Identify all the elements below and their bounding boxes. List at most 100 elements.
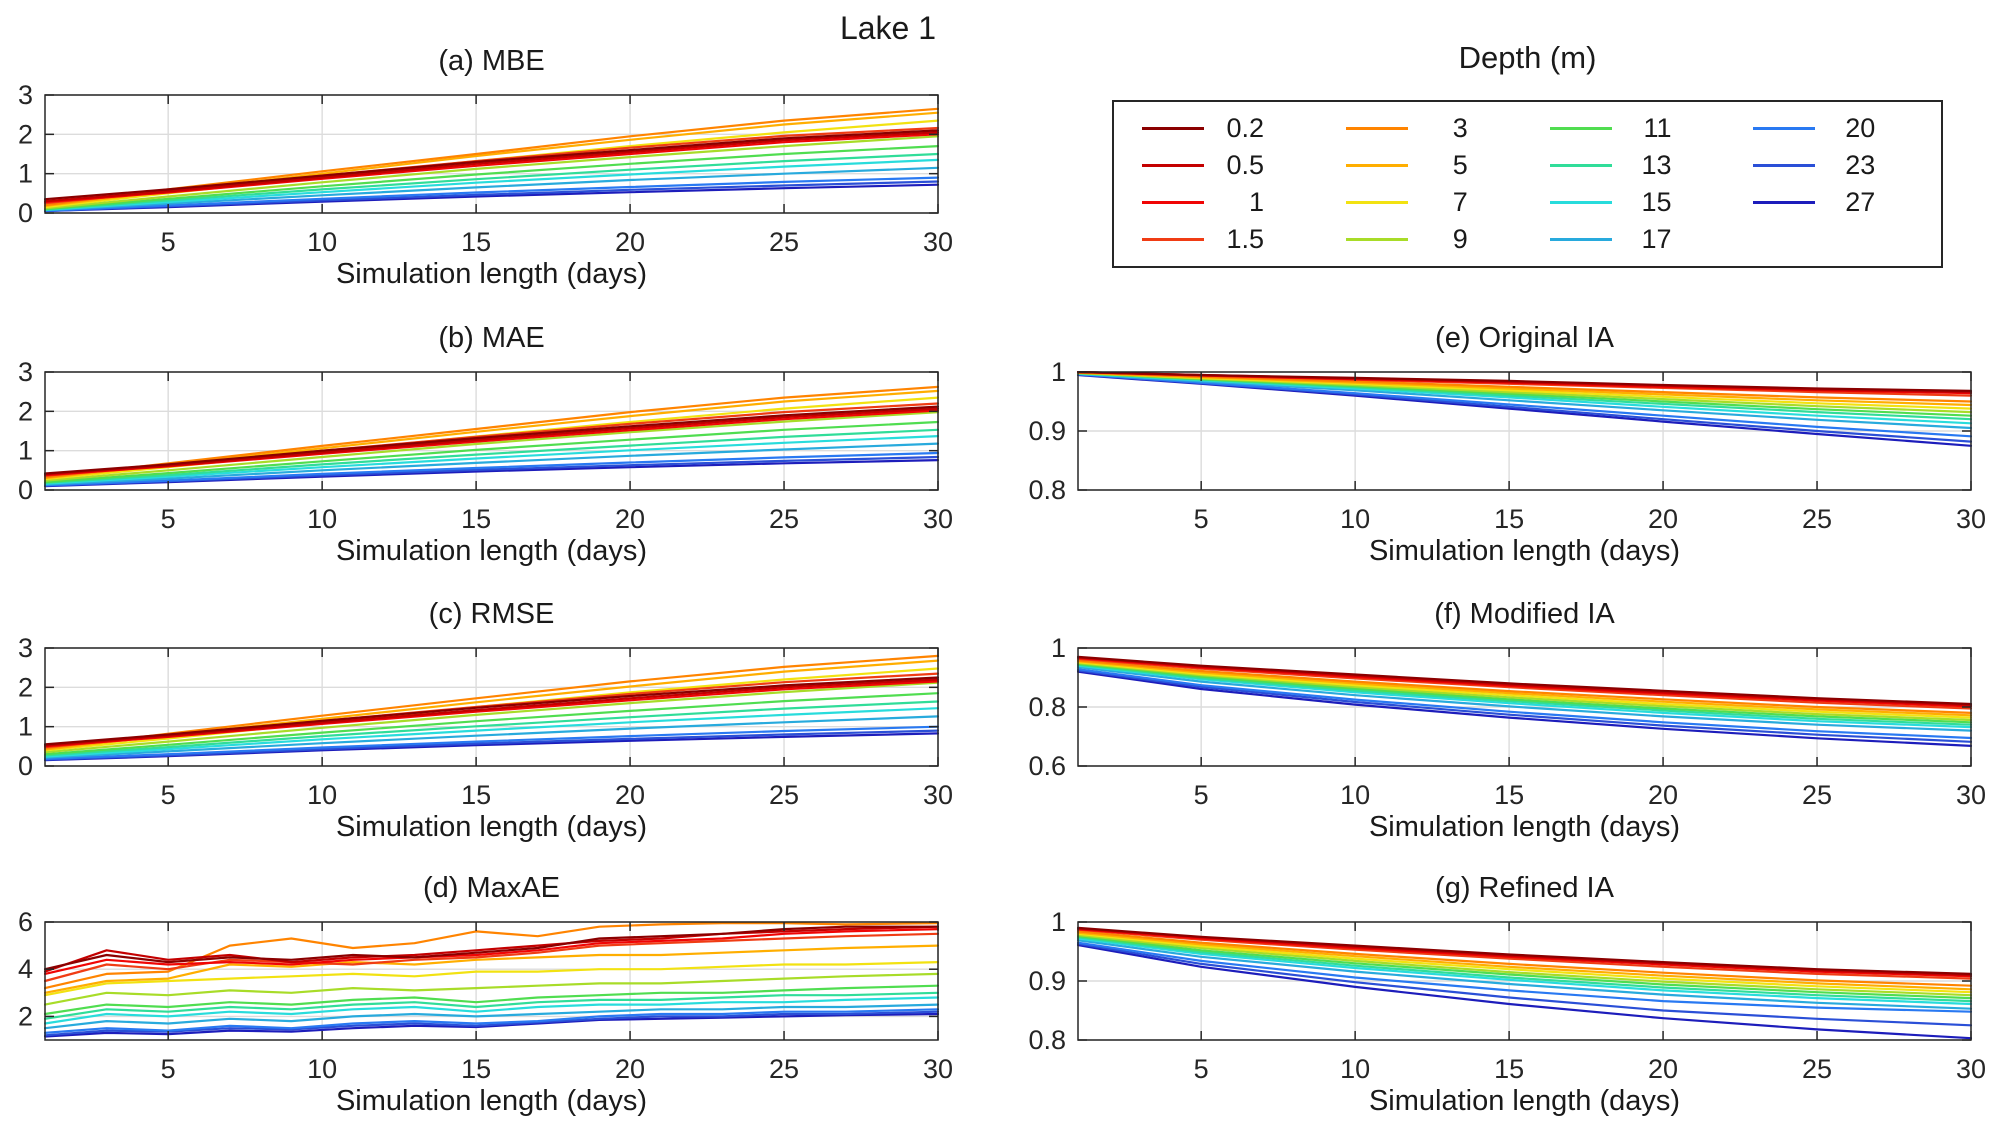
chart-f-xlabel: Simulation length (days) (1368, 811, 1681, 843)
series-line-depth-15 (44, 996, 939, 1025)
legend-entry-17: 17 (1528, 221, 1732, 258)
y-tick-label: 0.8 (1028, 692, 1066, 722)
series-line-depth-17 (44, 1003, 939, 1030)
series-line-depth-27 (1077, 943, 1972, 1040)
legend-entry-label: 7 (1452, 187, 1468, 217)
legend-entry-label: 17 (1641, 224, 1672, 254)
legend-box: 0.2 0.5 1 1.5 3 5 7 9 11 13 15 17 20 23 27 (1112, 100, 1943, 268)
legend-entry-0.5: 0.5 (1120, 147, 1324, 184)
chart-e-canvas: 5 10 15 20 25 30 0.8 0.9 1 (1028, 362, 1986, 534)
series-line-depth-23 (44, 729, 939, 761)
series-line-depth-17 (1077, 939, 1972, 1010)
chart-d-canvas: 5 10 15 20 25 30 2 4 6 (18, 912, 953, 1084)
legend-entry-0.2: 0.2 (1120, 110, 1324, 147)
legend-entry-1.5: 1.5 (1120, 221, 1324, 258)
legend-entry-5: 5 (1324, 147, 1528, 184)
x-tick-label: 5 (161, 780, 176, 810)
series-line-depth-0.2 (44, 129, 939, 201)
series-line-depth-0.5 (44, 678, 939, 747)
series-group (44, 654, 939, 762)
series-line-depth-11 (44, 692, 939, 756)
series-line-depth-0.5 (44, 925, 939, 973)
legend-entry-27: 27 (1731, 184, 1935, 221)
series-line-depth-1.5 (1077, 928, 1972, 980)
x-tick-label: 15 (1494, 504, 1524, 534)
y-tick-label: 1 (18, 159, 33, 189)
series-line-depth-13 (1077, 663, 1972, 726)
legend-entry-label: 23 (1845, 150, 1876, 180)
axes-box (44, 371, 939, 491)
legend-entry-label: 27 (1845, 187, 1876, 217)
x-tick-label: 15 (461, 780, 491, 810)
x-tick-label: 20 (1648, 780, 1678, 810)
x-tick-label: 30 (1956, 1054, 1986, 1084)
y-tick-label: 2 (18, 672, 33, 702)
x-tick-label: 20 (615, 1054, 645, 1084)
y-tick-label: 2 (18, 396, 33, 426)
series-line-depth-11 (1077, 662, 1972, 724)
legend-line-sample-icon (1753, 164, 1816, 167)
chart-c-canvas: 5 10 15 20 25 30 0 1 2 3 (18, 638, 953, 810)
series-line-depth-15 (44, 707, 939, 758)
y-tick-label: 3 (18, 362, 33, 387)
y-tick-label: 3 (18, 85, 33, 110)
x-tick-label: 20 (615, 227, 645, 257)
series-line-depth-13 (44, 428, 939, 485)
legend-entry-label: 0.2 (1226, 113, 1264, 143)
chart-e-original-ia: (e) Original IA 5 10 15 20 25 30 0.8 0.9 1 Simul… (1008, 322, 1991, 572)
series-line-depth-23 (44, 1010, 939, 1037)
chart-d-title: (d) MaxAE (423, 872, 560, 904)
legend-line-sample-icon (1345, 201, 1408, 204)
legend-entry-9: 9 (1324, 221, 1528, 258)
series-line-depth-15 (1077, 937, 1972, 1006)
chart-f-title: (f) Modified IA (1434, 598, 1615, 630)
y-tick-label: 0.9 (1028, 966, 1066, 996)
series-group (1077, 655, 1972, 748)
series-line-depth-1 (44, 680, 939, 748)
series-line-depth-7 (1077, 932, 1972, 994)
y-tick-label: 1 (1051, 362, 1066, 387)
legend-entry-3: 3 (1324, 110, 1528, 147)
y-tick-label: 1 (1051, 912, 1066, 937)
series-line-depth-7 (44, 960, 939, 997)
series-line-depth-15 (44, 158, 939, 212)
x-tick-label: 25 (769, 1054, 799, 1084)
series-line-depth-13 (44, 991, 939, 1020)
y-tick-label: 0 (18, 751, 33, 781)
y-tick-label: 1 (18, 436, 33, 466)
x-tick-label: 10 (307, 780, 337, 810)
series-line-depth-17 (44, 442, 939, 486)
legend-line-sample-icon (1753, 201, 1816, 204)
x-tick-label: 25 (1802, 1054, 1832, 1084)
chart-g-canvas: 5 10 15 20 25 30 0.8 0.9 1 (1028, 912, 1986, 1084)
y-tick-label: 0.8 (1028, 1025, 1066, 1055)
y-tick-label: 0 (18, 198, 33, 228)
legend-line-sample-icon (1549, 127, 1612, 130)
x-tick-label: 10 (1340, 1054, 1370, 1084)
x-tick-label: 15 (461, 227, 491, 257)
chart-a-title: (a) MBE (438, 45, 545, 77)
legend-line-sample-icon (1549, 164, 1612, 167)
x-tick-label: 5 (161, 504, 176, 534)
x-tick-label: 25 (769, 780, 799, 810)
legend-entry-11: 11 (1528, 110, 1732, 147)
legend-entry-label: 1 (1248, 187, 1264, 217)
series-line-depth-20 (44, 451, 939, 487)
x-tick-label: 10 (1340, 780, 1370, 810)
series-line-depth-11 (44, 144, 939, 211)
series-line-depth-0.2 (1077, 926, 1972, 976)
series-group (44, 385, 939, 488)
x-tick-label: 10 (307, 227, 337, 257)
series-line-depth-20 (44, 1008, 939, 1035)
x-tick-label: 5 (1194, 504, 1209, 534)
x-tick-label: 15 (1494, 1054, 1524, 1084)
legend-line-sample-icon (1345, 164, 1408, 167)
x-tick-label: 30 (1956, 504, 1986, 534)
legend-entry-13: 13 (1528, 147, 1732, 184)
series-line-depth-9 (1077, 933, 1972, 997)
legend-entry-label: 13 (1641, 150, 1672, 180)
legend-entry-15: 15 (1528, 184, 1732, 221)
series-line-depth-5 (1077, 931, 1972, 991)
x-tick-label: 15 (461, 504, 491, 534)
